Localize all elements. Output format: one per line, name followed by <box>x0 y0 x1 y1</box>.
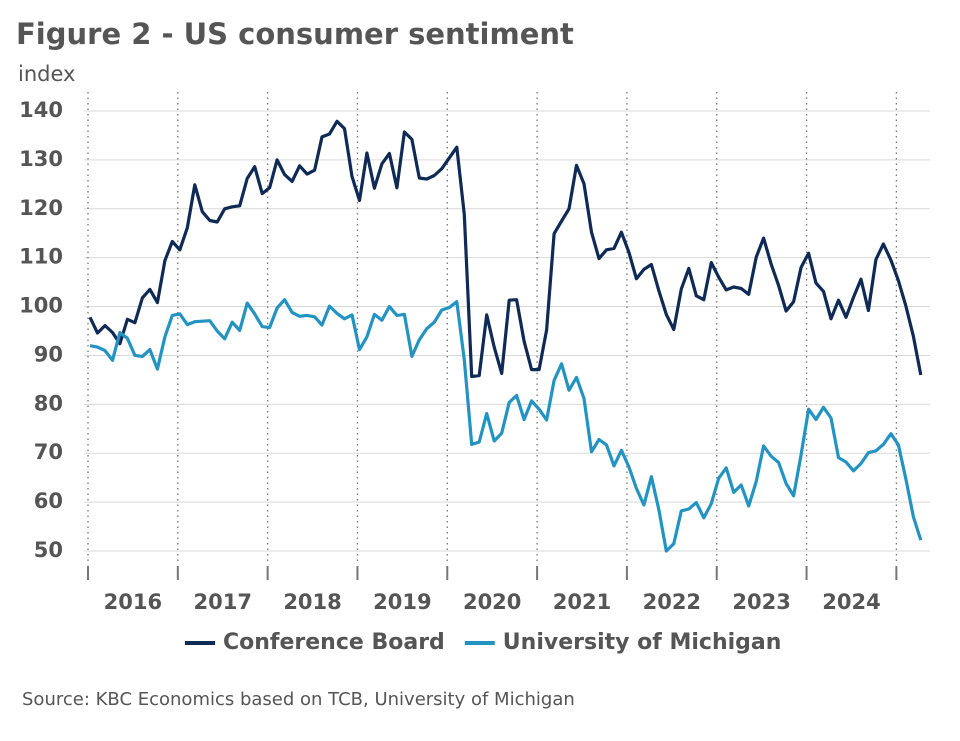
legend-label: University of Michigan <box>503 630 782 655</box>
source-note: Source: KBC Economics based on TCB, Univ… <box>22 689 575 710</box>
y-axis-label: index <box>18 62 75 86</box>
chart-title: Figure 2 - US consumer sentiment <box>16 17 574 51</box>
y-tick-label: 110 <box>19 245 63 269</box>
y-tick-label: 140 <box>19 98 63 122</box>
x-tick-label: 2019 <box>373 590 431 614</box>
x-tick-label: 2021 <box>553 590 611 614</box>
x-tick-label: 2018 <box>283 590 341 614</box>
series-line <box>89 298 923 553</box>
x-tick-label: 2020 <box>463 590 521 614</box>
y-tick-label: 70 <box>34 440 63 464</box>
x-tick-label: 2024 <box>822 590 880 614</box>
x-tick-label: 2016 <box>104 590 162 614</box>
x-tick-label: 2023 <box>732 590 790 614</box>
y-tick-label: 90 <box>34 342 63 366</box>
y-tick-label: 100 <box>19 294 63 318</box>
x-tick-label: 2017 <box>194 590 252 614</box>
y-tick-label: 80 <box>34 391 63 415</box>
y-tick-label: 120 <box>19 196 63 220</box>
y-tick-label: 130 <box>19 147 63 171</box>
series-line <box>88 119 923 379</box>
legend-label: Conference Board <box>223 630 445 655</box>
x-tick-label: 2022 <box>643 590 701 614</box>
y-tick-label: 50 <box>34 538 63 562</box>
y-tick-label: 60 <box>34 489 63 513</box>
